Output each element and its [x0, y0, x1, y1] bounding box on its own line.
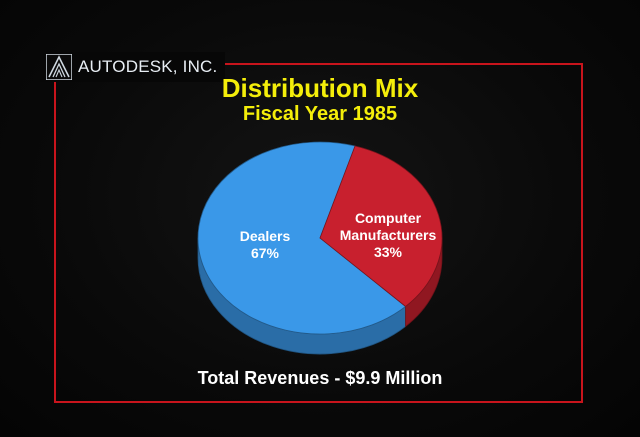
pie-3d-group	[197, 141, 443, 355]
autodesk-logo-icon	[46, 54, 72, 80]
dealers-label-line: 67%	[251, 245, 280, 261]
dealers-label: Dealers 67%	[240, 228, 291, 261]
manufacturers-label-line: 33%	[374, 244, 403, 260]
dealers-slice	[197, 141, 407, 335]
slide-frame	[54, 63, 583, 403]
manufacturers-slice	[319, 145, 443, 307]
manufacturers-label-line: Computer	[355, 210, 422, 226]
chart-subtitle: Fiscal Year 1985	[242, 103, 398, 125]
dealers-label-line: Dealers	[240, 228, 291, 244]
chart-title: Distribution Mix	[221, 73, 419, 103]
pie-labels-group: Dealers 67% Computer Manufacturers 33%	[240, 210, 437, 261]
company-name: AUTODESK, INC.	[78, 57, 218, 76]
manufacturers-label-line: Manufacturers	[340, 227, 437, 243]
manufacturers-label: Computer Manufacturers 33%	[340, 210, 437, 260]
total-revenue-note: Total Revenues - $9.9 Million	[197, 368, 443, 388]
company-logo: AUTODESK, INC.	[40, 52, 226, 82]
